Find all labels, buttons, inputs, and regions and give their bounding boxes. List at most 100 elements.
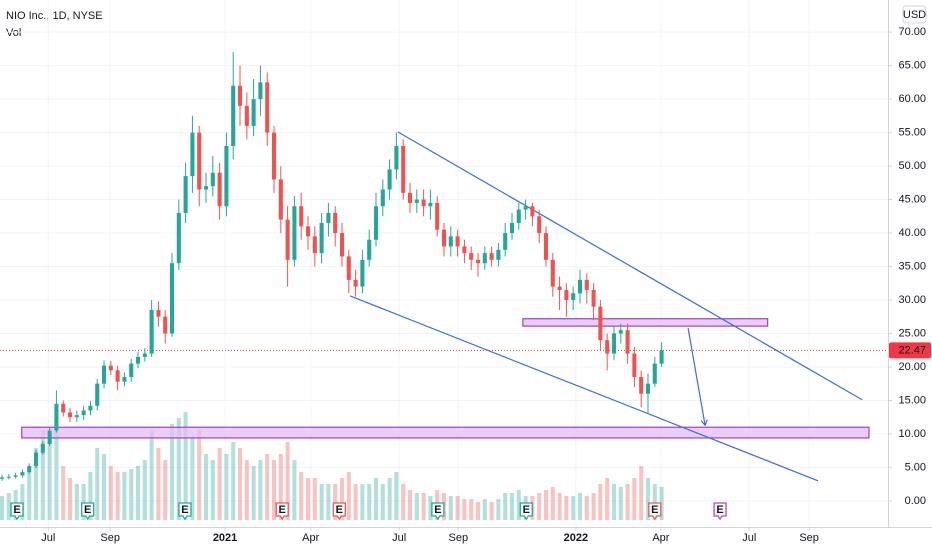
volume-bar (0, 496, 5, 520)
volume-bar (509, 493, 515, 520)
earnings-label: E (181, 504, 188, 516)
candle-body (489, 253, 494, 260)
trend-line (349, 295, 819, 482)
candle-body (632, 353, 637, 378)
candle-body (509, 222, 515, 234)
volume-bar (496, 499, 501, 520)
candle-body (244, 105, 249, 126)
candle-body (625, 330, 630, 354)
earnings-label: E (651, 504, 658, 516)
earnings-label: E (523, 504, 530, 516)
volume-bar (40, 430, 45, 520)
x-tick-label: Sep (448, 532, 468, 544)
volume-bar (475, 502, 481, 520)
x-tick-label: Apr (652, 532, 669, 544)
candle-body (530, 206, 535, 217)
candle-body (67, 412, 73, 418)
candle-body (387, 169, 392, 190)
trend-line (397, 131, 863, 401)
candle-body (564, 289, 569, 300)
y-tick-label: 50.00 (898, 160, 926, 172)
candle-body (285, 219, 290, 260)
candle-body (203, 186, 209, 190)
candle-body (88, 405, 93, 411)
candle-body (95, 383, 100, 406)
volume-label: Vol (6, 27, 21, 39)
y-tick-label: 45.00 (898, 193, 926, 205)
volume-bar (611, 484, 617, 520)
vol-layer (0, 412, 664, 520)
candle-body (462, 246, 467, 254)
volume-bar (571, 496, 576, 520)
volume-bar (74, 484, 79, 520)
candle-body (659, 350, 664, 364)
earnings-label: E (336, 504, 343, 516)
earnings-marker (332, 502, 346, 521)
volume-bar (169, 424, 175, 520)
earnings-marker (648, 502, 662, 521)
volume-bar (550, 487, 555, 520)
volume-bar (115, 472, 120, 520)
currency-button[interactable] (902, 5, 927, 24)
volume-bar (142, 460, 147, 520)
x-tick-label: Sep (100, 532, 120, 544)
volume-bar (163, 460, 168, 520)
candle-body (339, 233, 345, 257)
candle-body (346, 256, 351, 280)
volume-bar (367, 484, 372, 520)
candle-body (217, 172, 222, 207)
volume-bar (489, 502, 494, 520)
candle-body (129, 363, 134, 378)
candle-body (27, 466, 32, 473)
volume-bar (6, 493, 11, 520)
volume-bar (373, 478, 379, 520)
volume-bar (584, 496, 589, 520)
candle-body (271, 132, 277, 180)
candle-body (258, 82, 263, 100)
earnings-label: E (716, 504, 723, 516)
candle-body (326, 212, 331, 223)
candle-body (20, 472, 25, 476)
volume-bar (54, 418, 59, 520)
volume-bar (618, 487, 623, 520)
candle-body (353, 279, 358, 287)
volume-bar (577, 493, 583, 520)
zone (522, 318, 769, 327)
earnings-label: E (279, 504, 286, 516)
candle-body (543, 233, 549, 260)
volume-bar (625, 484, 630, 520)
candle-body (224, 145, 229, 207)
volume-bar (339, 478, 345, 520)
volume-bar (88, 472, 93, 520)
volume-bar (95, 448, 100, 520)
volume-bar (360, 484, 365, 520)
candle-body (312, 236, 317, 254)
volume-bar (47, 436, 52, 520)
candle-body (482, 253, 487, 264)
volume-bar (639, 466, 644, 520)
volume-bar (598, 484, 603, 520)
volume-bar (428, 496, 433, 520)
candle-body (333, 212, 338, 234)
candle-body (190, 132, 195, 177)
volume-bar (326, 484, 331, 520)
volume-bar (244, 460, 249, 520)
candle-body (401, 145, 406, 193)
earnings-marker (275, 502, 289, 521)
candle-body (54, 403, 59, 431)
volume-bar (455, 496, 460, 520)
candle-body (394, 145, 399, 170)
volume-bar (122, 472, 127, 520)
candle-body (6, 476, 11, 478)
candle-body (115, 370, 120, 382)
candles-layer (0, 52, 664, 481)
candle-body (435, 202, 440, 230)
volume-bar (108, 466, 113, 520)
candle-body (441, 229, 447, 247)
last-price-box (889, 342, 931, 359)
candle-body (305, 226, 311, 237)
candle-body (299, 206, 304, 227)
volume-bar (33, 448, 39, 520)
